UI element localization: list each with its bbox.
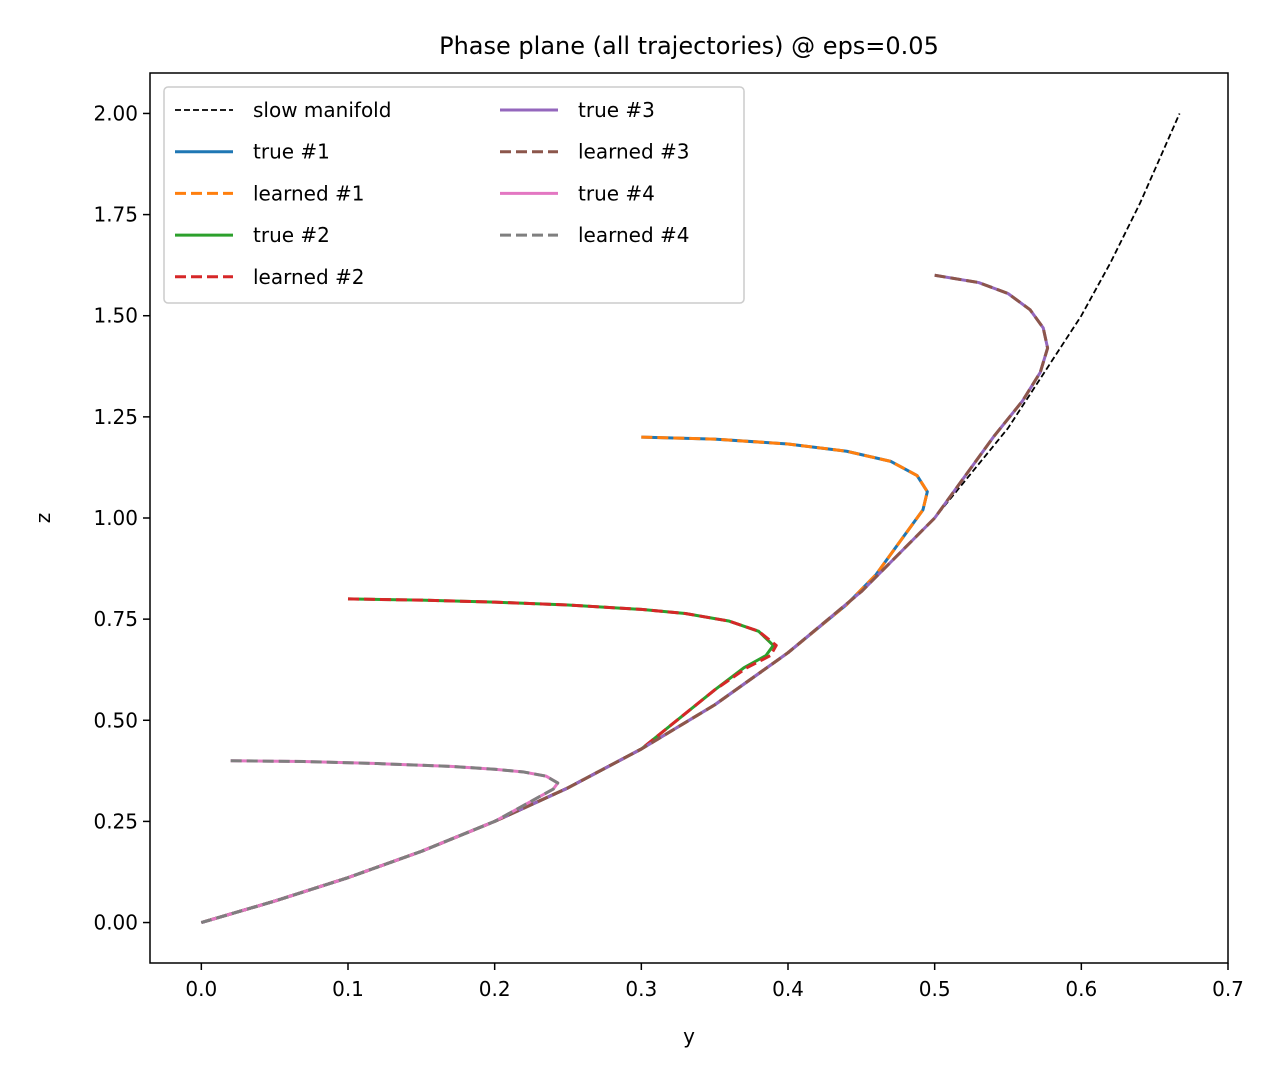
y-axis-label: z (31, 513, 55, 524)
x-tick-label: 0.2 (479, 977, 511, 1001)
x-tick-label: 0.5 (919, 977, 951, 1001)
y-tick-label: 0.75 (93, 607, 138, 631)
y-tick-label: 2.00 (93, 101, 138, 125)
x-axis-label: y (683, 1024, 695, 1048)
legend-label: true #3 (578, 98, 655, 122)
legend-label: learned #4 (578, 223, 690, 247)
y-axis: 0.00 0.25 0.50 0.75 1.00 1.25 1.50 1.75 2.00 (93, 101, 150, 935)
y-tick-label: 0.25 (93, 809, 138, 833)
x-tick-label: 0.1 (332, 977, 364, 1001)
legend-label: slow manifold (253, 98, 391, 122)
legend-label: true #2 (253, 223, 330, 247)
series-line-learned-4 (200, 759, 560, 924)
series-line-true-1 (200, 435, 929, 924)
series-line-true-4 (200, 759, 560, 924)
series-line-learned-3 (200, 273, 1050, 924)
legend-label: learned #1 (253, 181, 365, 205)
legend-label: true #1 (253, 140, 330, 164)
x-tick-label: 0.4 (772, 977, 804, 1001)
plot-area (200, 113, 1181, 924)
y-tick-label: 1.75 (93, 203, 138, 227)
chart-title: Phase plane (all trajectories) @ eps=0.0… (439, 32, 939, 60)
y-tick-label: 1.00 (93, 506, 138, 530)
legend-box (163, 86, 745, 304)
legend-label: true #4 (578, 181, 655, 205)
x-tick-label: 0.3 (625, 977, 657, 1001)
x-tick-label: 0.0 (185, 977, 217, 1001)
y-tick-label: 1.50 (93, 304, 138, 328)
series-line-true-3 (200, 273, 1050, 924)
x-tick-label: 0.7 (1212, 977, 1244, 1001)
legend: slow manifold true #1 learned #1 true #2 lea… (163, 86, 745, 304)
x-tick-label: 0.6 (1065, 977, 1097, 1001)
series-line-learned-1 (200, 435, 929, 924)
x-axis: 0.0 0.1 0.2 0.3 0.4 0.5 0.6 0.7 (185, 963, 1244, 1001)
legend-label: learned #3 (578, 140, 690, 164)
y-tick-label: 0.50 (93, 708, 138, 732)
y-tick-label: 0.00 (93, 911, 138, 935)
legend-label: learned #2 (253, 265, 365, 289)
y-tick-label: 1.25 (93, 405, 138, 429)
